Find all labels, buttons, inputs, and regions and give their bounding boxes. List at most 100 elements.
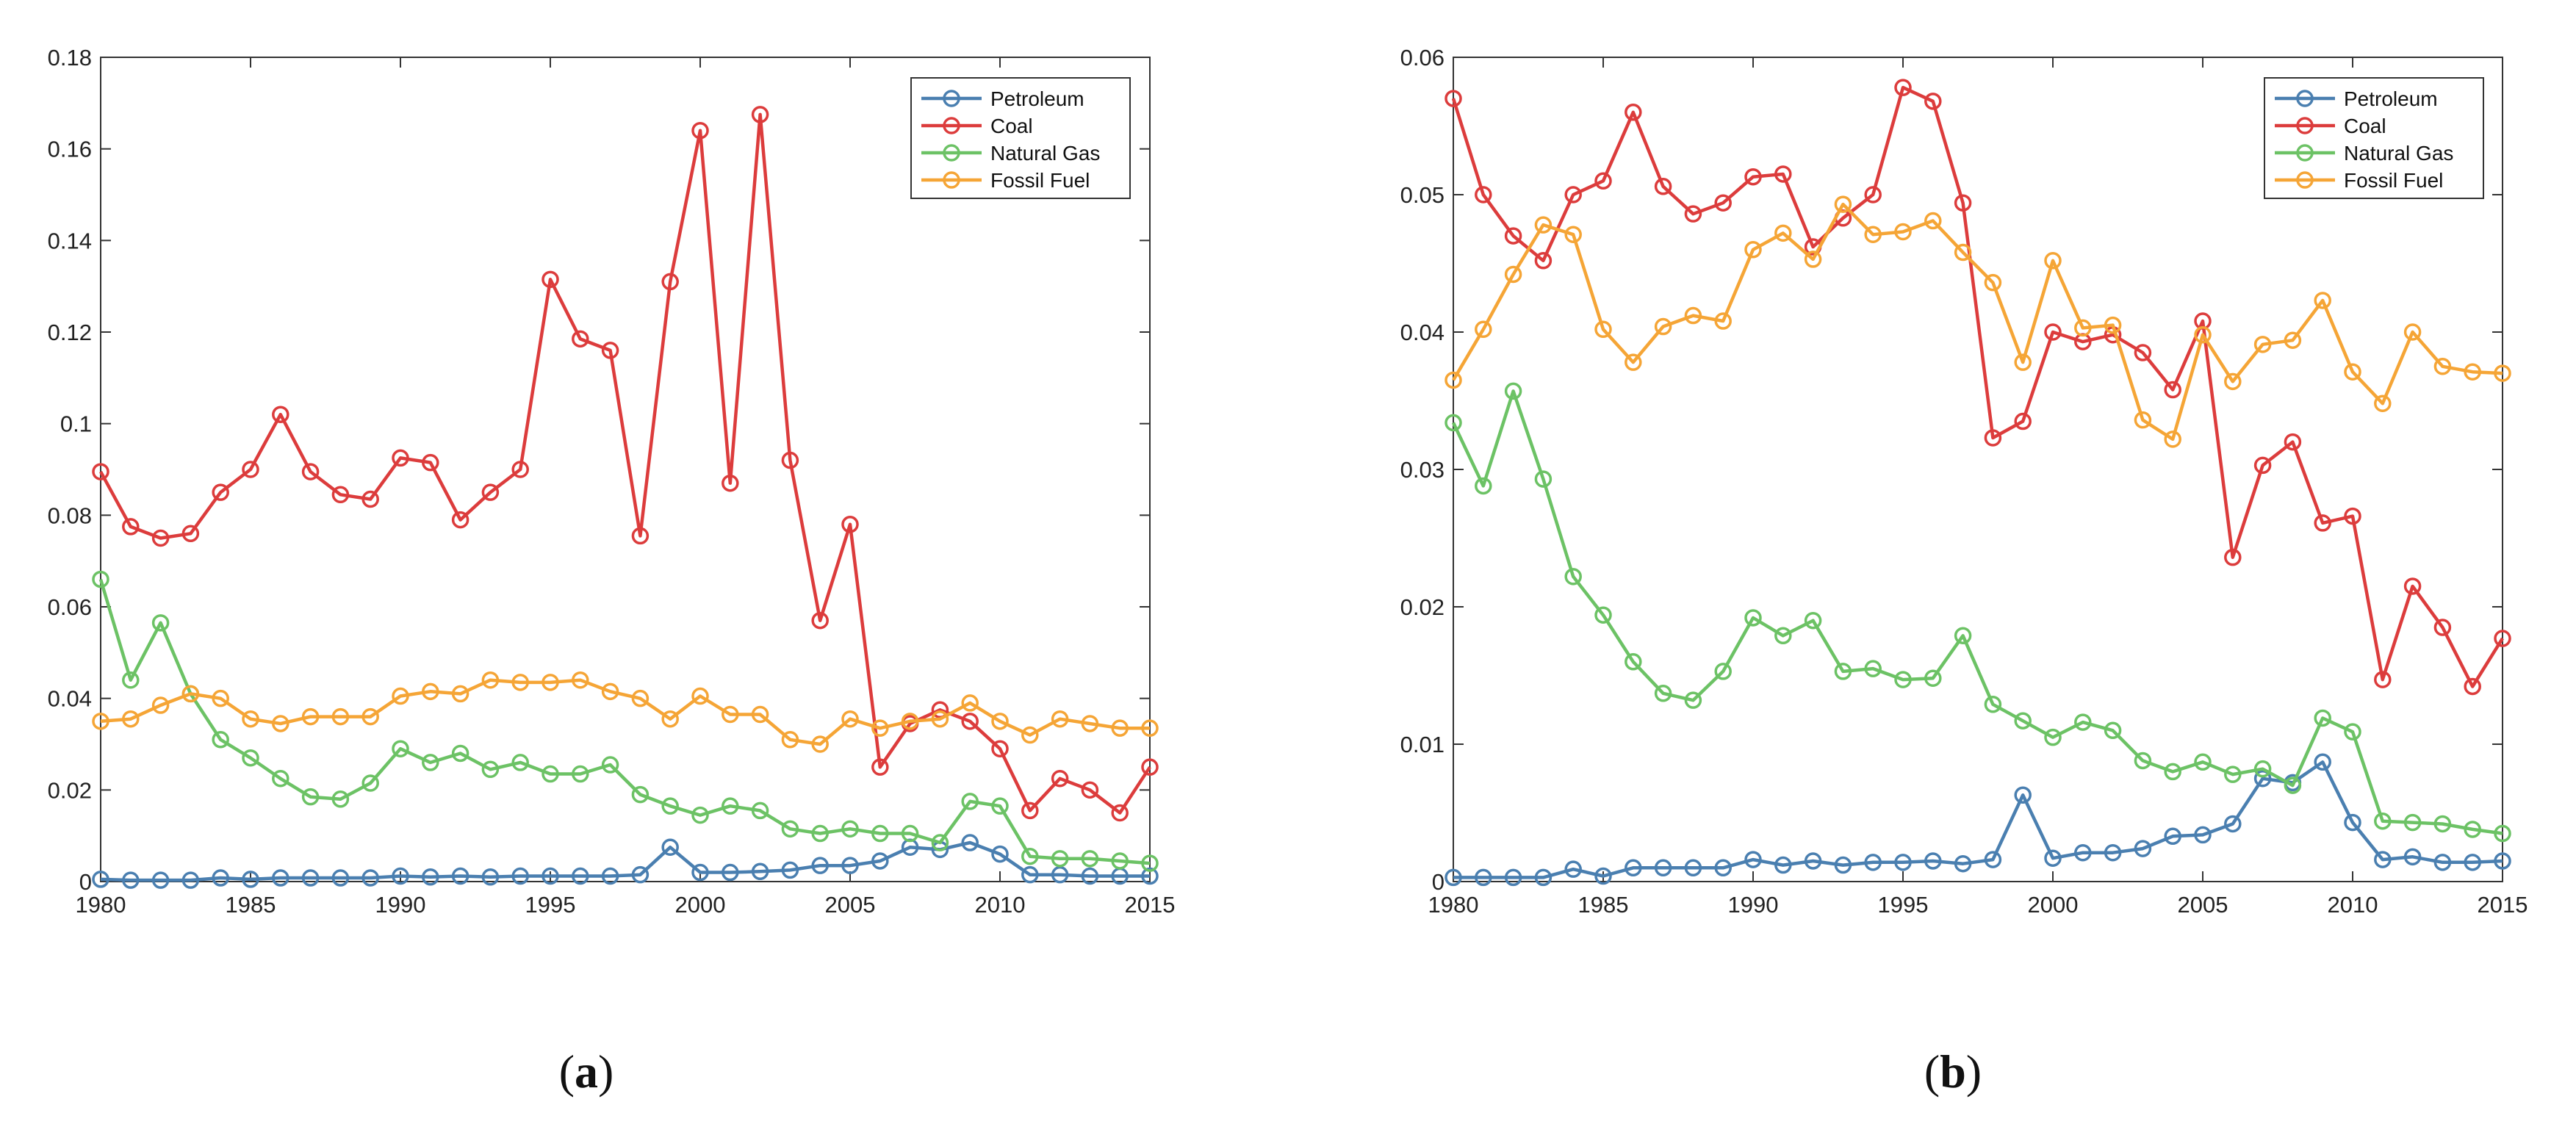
y-tick-label: 0.02 <box>48 777 92 803</box>
data-point-natural-gas <box>722 797 739 815</box>
panel-label: (b) <box>1924 1045 1982 1098</box>
data-point-coal <box>751 106 769 123</box>
data-point-petroleum <box>301 869 320 887</box>
x-tick-label: 2010 <box>975 892 1026 918</box>
data-point-coal <box>511 461 529 478</box>
data-point-fossil-fuel <box>811 735 829 753</box>
series-fossil-fuel <box>92 671 1159 753</box>
data-point-fossil-fuel <box>1774 224 1792 242</box>
legend-marker-petroleum <box>2296 90 2314 107</box>
data-point-coal <box>2433 619 2452 636</box>
data-point-fossil-fuel <box>2433 358 2452 375</box>
x-tick-label: 2000 <box>675 892 726 918</box>
series-coal <box>92 106 1159 822</box>
data-point-coal <box>212 483 229 501</box>
series-natural-gas <box>1444 382 2511 843</box>
data-point-fossil-fuel <box>181 685 200 703</box>
data-point-fossil-fuel <box>1021 726 1039 744</box>
series-natural-gas <box>92 570 1159 872</box>
data-point-fossil-fuel <box>1504 265 1522 284</box>
x-tick-label: 1995 <box>525 892 576 918</box>
data-point-natural-gas <box>481 760 500 779</box>
data-point-fossil-fuel <box>1534 216 1553 234</box>
data-point-coal <box>392 449 409 467</box>
data-point-natural-gas <box>1684 691 1702 709</box>
data-point-natural-gas <box>1594 606 1612 624</box>
data-point-fossil-fuel <box>2134 411 2152 429</box>
data-point-fossil-fuel <box>1654 317 1672 336</box>
data-point-petroleum <box>2194 826 2212 844</box>
data-point-natural-gas <box>2464 821 2481 838</box>
data-point-fossil-fuel <box>2284 331 2302 349</box>
data-point-petroleum <box>1714 859 1732 877</box>
legend-marker-natural-gas <box>2296 144 2314 162</box>
data-point-petroleum <box>811 857 829 874</box>
data-point-petroleum <box>2433 854 2452 871</box>
legend-label-natural-gas: Natural Gas <box>2344 142 2453 165</box>
data-point-fossil-fuel <box>1924 212 1942 230</box>
data-point-coal <box>1744 167 1762 186</box>
data-point-coal <box>1684 205 1702 223</box>
data-point-coal <box>1924 93 1942 110</box>
y-tick-label: 0.16 <box>48 137 92 162</box>
data-point-petroleum <box>451 867 469 885</box>
data-point-natural-gas <box>212 731 229 749</box>
data-point-petroleum <box>2344 813 2361 832</box>
data-point-coal <box>691 121 709 140</box>
data-point-natural-gas <box>1894 671 1912 688</box>
data-point-fossil-fuel <box>511 674 529 691</box>
data-point-petroleum <box>1834 856 1852 874</box>
series-line-petroleum <box>1453 760 2503 879</box>
data-point-fossil-fuel <box>1834 195 1852 213</box>
y-tick-label: 0.04 <box>48 686 92 712</box>
data-point-petroleum <box>2224 815 2242 833</box>
panel-label-letter: a <box>575 1045 598 1098</box>
data-point-petroleum <box>151 871 170 889</box>
data-point-fossil-fuel <box>272 715 289 732</box>
data-point-petroleum <box>2044 849 2062 867</box>
data-point-coal <box>1625 104 1642 121</box>
legend-label-petroleum: Petroleum <box>990 87 1084 110</box>
data-point-coal <box>1654 178 1672 195</box>
data-point-petroleum <box>661 838 679 856</box>
data-point-petroleum <box>1021 865 1039 884</box>
data-point-coal <box>1051 770 1069 788</box>
data-point-fossil-fuel <box>1111 719 1129 737</box>
data-point-petroleum <box>2464 854 2481 871</box>
data-point-petroleum <box>1475 868 1492 887</box>
data-point-coal <box>1534 252 1553 270</box>
data-point-fossil-fuel <box>661 710 679 728</box>
data-point-natural-gas <box>1534 470 1553 488</box>
data-point-natural-gas <box>1924 669 1942 687</box>
data-point-natural-gas <box>751 801 769 820</box>
data-point-petroleum <box>1894 854 1912 871</box>
data-point-coal <box>722 474 739 492</box>
y-tick-label: 0.05 <box>1400 182 1444 208</box>
data-point-petroleum <box>572 867 589 885</box>
data-point-coal <box>181 525 200 543</box>
data-point-fossil-fuel <box>841 710 859 728</box>
data-point-coal <box>2284 433 2302 451</box>
data-point-coal <box>2224 548 2242 566</box>
data-point-petroleum <box>511 867 529 885</box>
data-point-petroleum <box>781 861 799 879</box>
data-point-natural-gas <box>2044 728 2062 746</box>
data-point-coal <box>631 527 650 545</box>
x-tick-label: 2015 <box>1125 892 1176 918</box>
legend-label-coal: Coal <box>990 115 1033 137</box>
data-point-petroleum <box>1864 854 1882 871</box>
data-point-natural-gas <box>2074 713 2092 731</box>
data-point-natural-gas <box>1625 653 1642 671</box>
y-tick-label: 0.02 <box>1400 594 1444 620</box>
x-tick-label: 2005 <box>2178 892 2228 918</box>
x-tick-label: 2010 <box>2328 892 2378 918</box>
data-point-fossil-fuel <box>2014 353 2032 371</box>
y-tick-label: 0.12 <box>48 320 92 345</box>
data-point-coal <box>1984 429 2002 447</box>
data-point-coal <box>572 330 589 348</box>
data-point-natural-gas <box>2344 723 2361 741</box>
data-point-fossil-fuel <box>1804 251 1822 268</box>
data-point-coal <box>1081 781 1099 799</box>
data-point-natural-gas <box>1714 663 1732 680</box>
data-point-petroleum <box>1684 859 1702 877</box>
